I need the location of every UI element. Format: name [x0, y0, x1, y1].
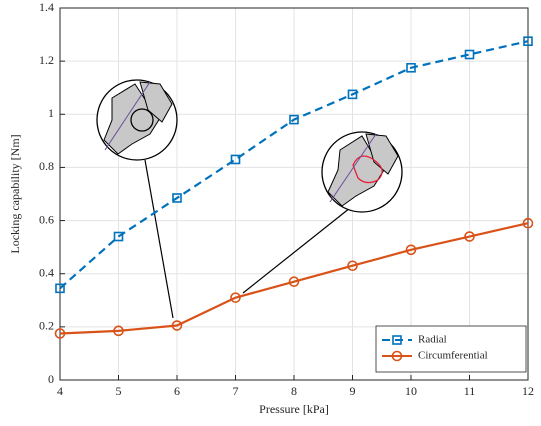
series-line — [59, 40, 529, 290]
x-tick-label: 4 — [57, 384, 63, 398]
marker — [523, 36, 533, 47]
series-line — [59, 222, 529, 335]
marker — [289, 114, 299, 125]
callout-line — [242, 207, 351, 294]
inset — [96, 79, 178, 161]
marker — [406, 62, 416, 73]
x-tick-label: 10 — [405, 384, 417, 398]
marker — [464, 49, 475, 60]
marker — [55, 283, 65, 294]
x-tick-label: 8 — [291, 384, 297, 398]
y-tick-label: 0 — [48, 372, 54, 386]
marker — [288, 276, 300, 287]
x-tick-label: 12 — [522, 384, 534, 398]
marker — [230, 154, 241, 165]
marker — [54, 328, 66, 339]
marker — [172, 193, 182, 203]
marker — [347, 260, 358, 272]
y-tick-label: 1.4 — [39, 0, 54, 14]
inset-illustrations — [96, 79, 403, 319]
marker — [113, 231, 124, 242]
y-tick-label: 0.6 — [39, 212, 54, 226]
marker — [171, 320, 183, 331]
y-tick-label: 0.4 — [39, 265, 54, 279]
y-tick-label: 0.2 — [39, 319, 54, 333]
x-tick-label: 6 — [174, 384, 180, 398]
x-tick-label: 9 — [350, 384, 356, 398]
marker — [230, 292, 241, 303]
marker — [113, 325, 124, 337]
legend: Radial Circumferential — [375, 325, 527, 373]
y-tick-label: 1 — [48, 106, 54, 120]
marker — [392, 335, 402, 345]
legend-box — [375, 325, 527, 373]
y-tick-label: 0.8 — [39, 159, 54, 173]
x-tick-label: 7 — [233, 384, 239, 398]
legend-label: Circumferential — [418, 350, 488, 362]
marker — [405, 244, 417, 256]
y-tick-label: 1.2 — [39, 53, 54, 67]
y-axis-label: Locking capability [Nm] — [8, 134, 22, 253]
x-tick-label: 5 — [116, 384, 122, 398]
marker — [464, 231, 475, 242]
marker — [391, 350, 403, 362]
inset — [321, 131, 403, 213]
grid — [59, 7, 529, 381]
marker — [347, 89, 358, 100]
plot-frame — [59, 7, 529, 381]
marker — [522, 217, 534, 229]
callout-line — [144, 159, 174, 319]
legend-label: Radial — [418, 334, 447, 346]
x-tick-label: 11 — [464, 384, 476, 398]
x-axis-label: Pressure [kPa] — [259, 402, 329, 416]
